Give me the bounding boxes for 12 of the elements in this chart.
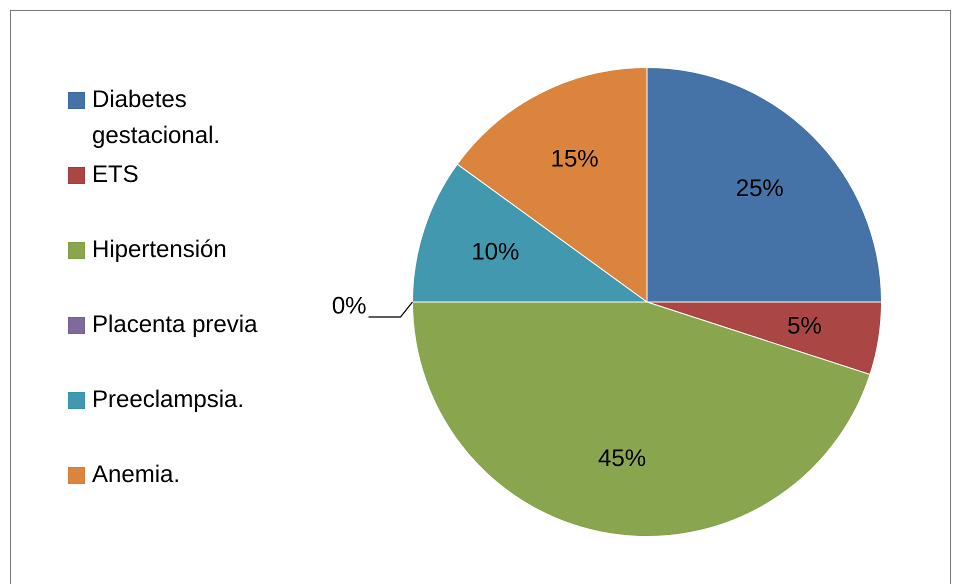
text: 0%: [332, 292, 366, 320]
legend-label: Preeclampsia.: [92, 385, 244, 415]
legend-label: Diabetes gestacional.: [92, 85, 222, 151]
data-label: 15%: [550, 146, 599, 173]
data-label: 25%: [736, 174, 784, 202]
data-label: 45%: [598, 445, 646, 472]
data-label: 10%: [471, 238, 520, 266]
data-label: 5%: [787, 312, 822, 340]
legend-label: Hipertensión: [92, 235, 227, 265]
legend-label: Placenta previa: [92, 310, 258, 340]
legend-label: Anemia.: [92, 460, 180, 490]
legend-label: ETS: [92, 160, 139, 190]
